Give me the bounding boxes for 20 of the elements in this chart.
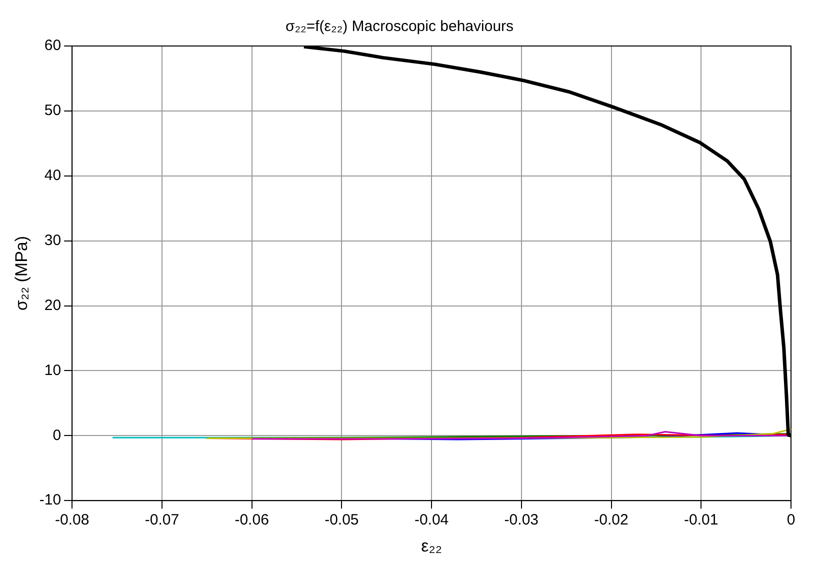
x-tick-label: -0.07: [144, 512, 180, 529]
y-axis-title: σ₂₂ (MPa): [12, 236, 31, 311]
y-tick-label: 60: [44, 37, 62, 54]
x-tick-label: -0.06: [234, 512, 269, 529]
x-tick-label: -0.04: [414, 512, 449, 529]
chart-title: σ₂₂=f(ε₂₂) Macroscopic behaviours: [285, 18, 514, 36]
x-tick-label: -0.05: [324, 512, 359, 529]
x-axis-title: ε₂₂: [421, 536, 442, 556]
x-tick-label: -0.03: [504, 512, 539, 529]
x-tick-label: -0.02: [594, 512, 628, 529]
y-tick-label: 40: [44, 167, 62, 184]
y-tick-label: 0: [52, 426, 62, 444]
x-tick-label: 0: [786, 512, 796, 529]
y-tick-label: -10: [39, 492, 62, 509]
y-tick-label: 30: [44, 232, 62, 249]
x-tick-label: -0.08: [54, 512, 90, 529]
y-tick-label: 10: [44, 362, 62, 379]
y-tick-label: 20: [44, 296, 62, 314]
y-tick-label: 50: [44, 102, 62, 120]
x-tick-label: -0.01: [684, 512, 718, 529]
